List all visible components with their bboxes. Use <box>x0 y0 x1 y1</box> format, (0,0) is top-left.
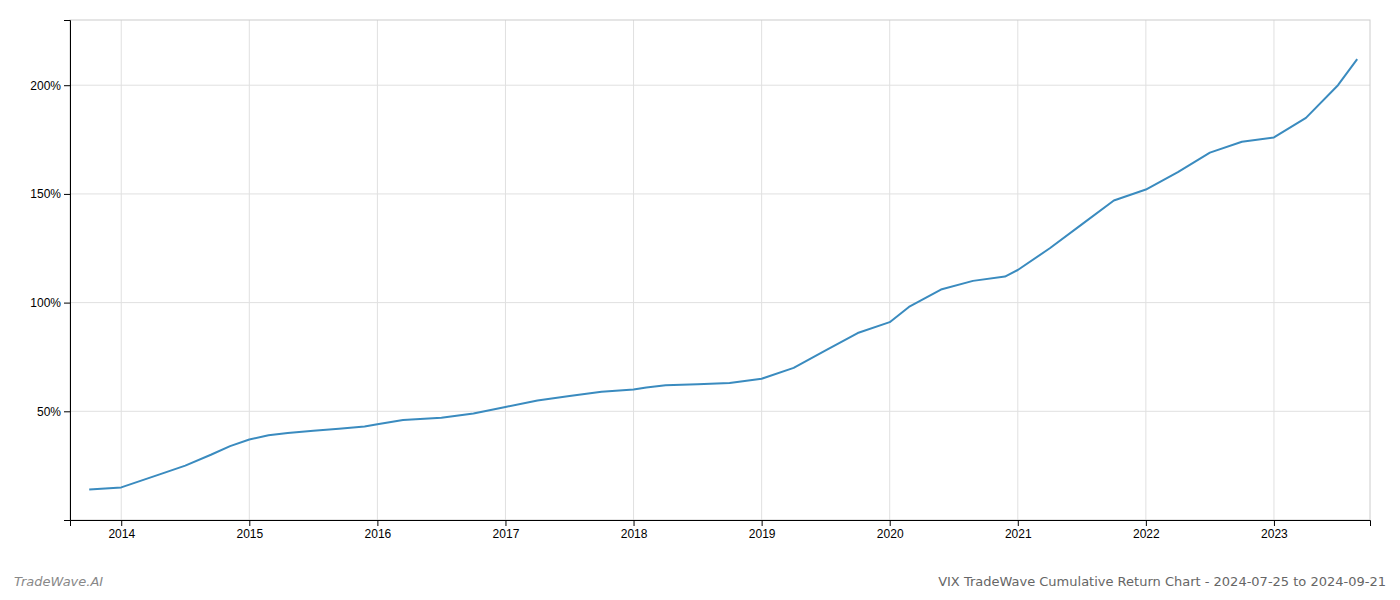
watermark: TradeWave.AI <box>14 574 103 589</box>
x-tick: 2018 <box>621 520 648 541</box>
x-tick-mark <box>1146 520 1147 526</box>
grid-line <box>1273 20 1274 520</box>
grid-line <box>121 20 122 520</box>
y-tick-label: 50% <box>37 405 61 419</box>
grid-line <box>377 20 378 520</box>
grid-line <box>889 20 890 520</box>
grid-line <box>761 20 762 520</box>
y-tick-label: 200% <box>30 79 61 93</box>
x-tick-mark <box>121 520 122 526</box>
x-tick: 2020 <box>877 520 904 541</box>
grid-line <box>70 193 1370 194</box>
grid-line <box>1145 20 1146 520</box>
grid-line <box>249 20 250 520</box>
x-tick-label: 2020 <box>877 527 904 541</box>
y-axis: 50% 100% 150% 200% <box>30 21 70 521</box>
y-tick-mark <box>64 194 70 195</box>
y-tick: 150% <box>30 187 70 201</box>
x-tick-label: 2015 <box>236 527 263 541</box>
x-tick-label: 2019 <box>749 527 776 541</box>
x-tick-mark <box>762 520 763 526</box>
grid-line <box>70 85 1370 86</box>
x-tick-mark <box>377 520 378 526</box>
data-line <box>89 59 1357 489</box>
x-tick: 2017 <box>493 520 520 541</box>
grid <box>70 20 1370 520</box>
marks <box>89 59 1357 489</box>
y-tick-label: 150% <box>30 187 61 201</box>
grid-line <box>633 20 634 520</box>
x-tick: 2016 <box>365 520 392 541</box>
x-axis-line <box>71 521 1371 527</box>
x-tick-mark <box>249 520 250 526</box>
x-tick-mark <box>1018 520 1019 526</box>
y-tick: 200% <box>30 79 70 93</box>
x-tick-label: 2022 <box>1133 527 1160 541</box>
y-tick-mark <box>64 411 70 412</box>
plot: 2014 2015 2016 2017 2018 2019 2020 2021 2022 2023… <box>30 20 1370 541</box>
x-tick-label: 2023 <box>1261 527 1288 541</box>
grid-line <box>70 302 1370 303</box>
x-tick-label: 2014 <box>108 527 135 541</box>
grid-line <box>70 411 1370 412</box>
plot-frame <box>70 20 1370 520</box>
x-tick-label: 2018 <box>621 527 648 541</box>
x-tick-mark <box>890 520 891 526</box>
y-tick-mark <box>64 303 70 304</box>
y-tick: 50% <box>37 405 70 419</box>
x-tick: 2023 <box>1261 520 1288 541</box>
x-tick-mark <box>634 520 635 526</box>
y-tick-label: 100% <box>30 296 61 310</box>
chart: 2014 2015 2016 2017 2018 2019 2020 2021 2022 2023… <box>0 0 1400 600</box>
x-tick: 2022 <box>1133 520 1160 541</box>
x-tick-label: 2021 <box>1005 527 1032 541</box>
grid-line <box>505 20 506 520</box>
y-tick: 100% <box>30 296 70 310</box>
x-tick-label: 2017 <box>493 527 520 541</box>
title: VIX TradeWave Cumulative Return Chart - … <box>938 574 1386 589</box>
y-tick-mark <box>64 85 70 86</box>
x-tick-label: 2016 <box>365 527 392 541</box>
x-tick: 2019 <box>749 520 776 541</box>
x-tick: 2021 <box>1005 520 1032 541</box>
x-axis: 2014 2015 2016 2017 2018 2019 2020 2021 2022 2023 <box>71 520 1371 541</box>
y-axis-line <box>64 21 71 521</box>
x-tick: 2014 <box>108 520 135 541</box>
x-tick-mark <box>505 520 506 526</box>
x-tick-mark <box>1274 520 1275 526</box>
x-tick: 2015 <box>236 520 263 541</box>
